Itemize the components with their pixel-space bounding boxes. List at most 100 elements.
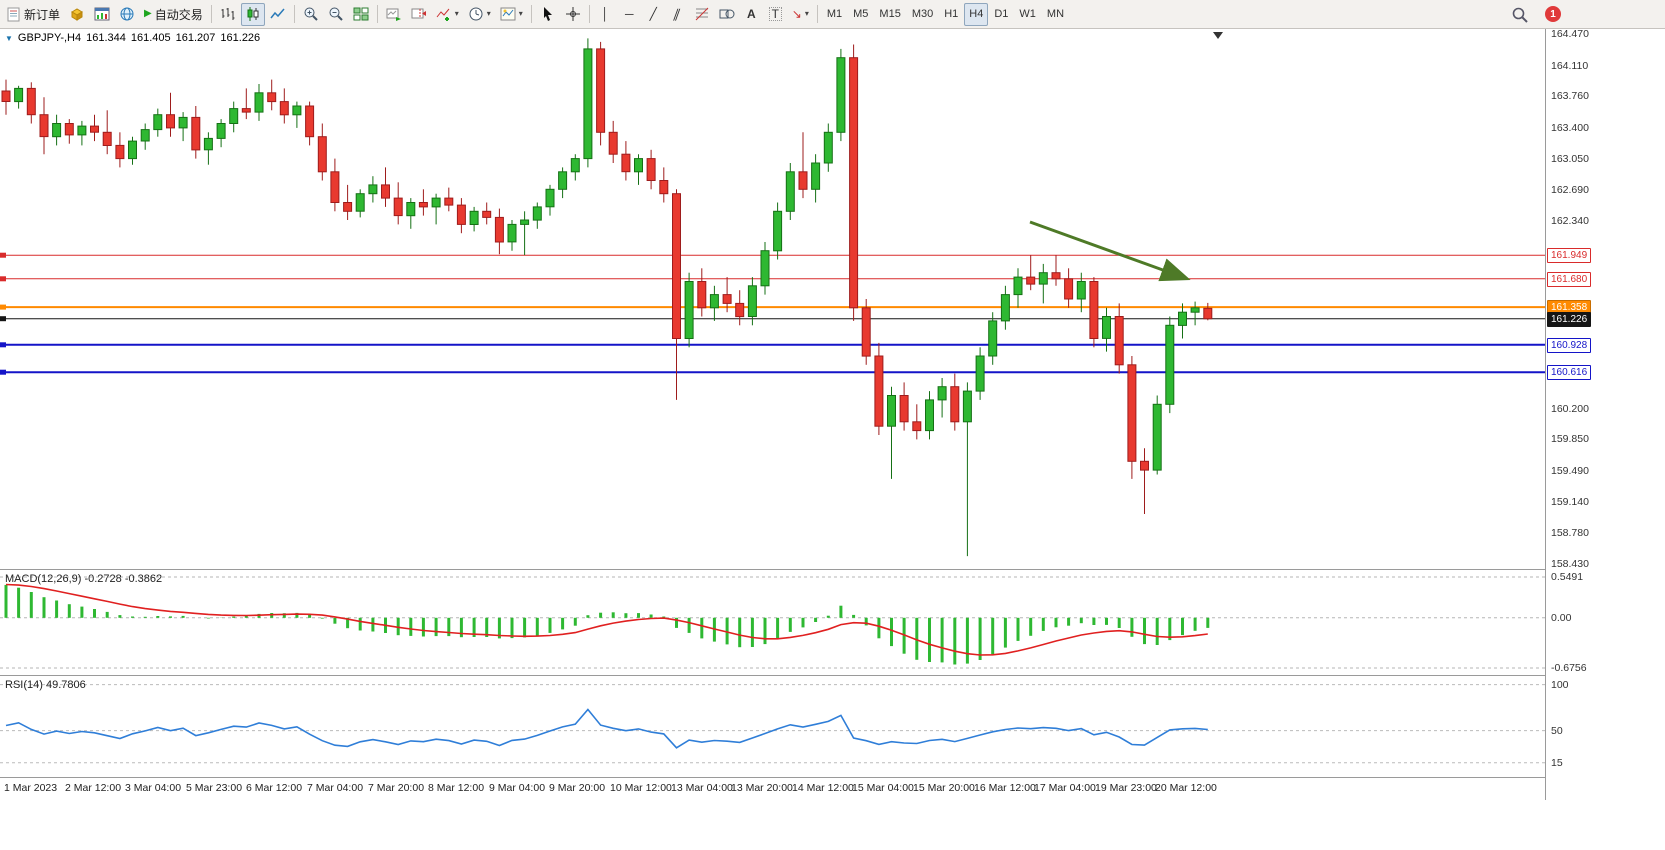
timeframe-button-m5[interactable]: M5: [848, 3, 873, 26]
price-axis[interactable]: 164.470 164.110 163.760 163.400 163.050 162.6…: [1545, 28, 1665, 800]
time-axis-label: 2 Mar 12:00: [65, 782, 122, 794]
time-axis-label: 20 Mar 12:00: [1155, 782, 1217, 794]
time-axis-label: 17 Mar 04:00: [1034, 782, 1096, 794]
fibonacci-icon: [695, 7, 709, 21]
toolbar-separator: [816, 5, 818, 23]
timeframe-button-h4[interactable]: H4: [964, 2, 989, 26]
macd-axis-label: 0.00: [1551, 612, 1572, 624]
rsi-indicator-label: RSI(14) 49.7806: [5, 679, 86, 691]
chart-shift-button[interactable]: [407, 3, 431, 26]
notification-badge[interactable]: 1: [1545, 6, 1561, 22]
candlestick-chart-button[interactable]: [240, 2, 265, 26]
horizontal-line-button[interactable]: ─: [618, 3, 641, 26]
label-icon: T: [768, 7, 782, 21]
price-line-tag: 161.226: [1547, 312, 1592, 327]
time-axis-label: 15 Mar 20:00: [913, 782, 975, 794]
line-chart-icon: [270, 8, 285, 19]
macd-canvas[interactable]: [0, 570, 1545, 675]
rsi-line: [5, 708, 1208, 749]
periods-button[interactable]: ▾: [464, 3, 495, 26]
price-axis-label: 163.050: [1551, 153, 1589, 165]
text-icon: A: [746, 7, 756, 21]
time-axis-label: 13 Mar 04:00: [671, 782, 733, 794]
cursor-button[interactable]: [536, 3, 560, 26]
indicators-button[interactable]: ▾: [432, 3, 463, 26]
price-axis-label: 159.850: [1551, 433, 1589, 445]
globe-icon: [120, 7, 134, 21]
timeframe-button-d1[interactable]: D1: [989, 3, 1013, 26]
fibonacci-button[interactable]: [690, 3, 714, 26]
shapes-button[interactable]: [715, 3, 739, 26]
clock-icon: [469, 7, 483, 21]
arrows-button[interactable]: ↘ ▾: [788, 3, 813, 26]
trendline-icon: ╱: [649, 7, 657, 21]
zoom-in-icon: [304, 7, 318, 21]
label-button[interactable]: T: [764, 3, 787, 26]
candlestick-chart-canvas[interactable]: [0, 29, 1545, 569]
price-axis-label: 162.690: [1551, 184, 1589, 196]
text-button[interactable]: A: [740, 3, 763, 26]
templates-button[interactable]: ▾: [496, 3, 527, 26]
timeframe-button-h1[interactable]: H1: [939, 3, 963, 26]
new-order-button[interactable]: 新订单: [2, 3, 64, 26]
macd-indicator-label: MACD(12,26,9) -0.2728 -0.3862: [5, 573, 163, 585]
chart-template-icon: [500, 7, 516, 21]
macd-axis-label: 0.5491: [1551, 571, 1584, 583]
channel-button[interactable]: ∥: [666, 3, 689, 26]
time-axis[interactable]: 1 Mar 2023 2 Mar 12:00 3 Mar 04:00 5 Mar 23…: [0, 778, 1545, 800]
zoom-out-button[interactable]: [324, 3, 348, 26]
candles: [1, 38, 1213, 557]
horizontal-lines[interactable]: [0, 252, 1545, 375]
toolbar-separator: [588, 5, 590, 23]
tile-windows-button[interactable]: [349, 3, 373, 26]
price-axis-label: 159.490: [1551, 465, 1589, 477]
rsi-canvas[interactable]: [0, 676, 1545, 777]
chevron-down-icon: ▾: [804, 9, 809, 18]
crosshair-button[interactable]: [561, 3, 585, 26]
price-line-tag: 161.949: [1547, 248, 1592, 263]
time-axis-label: 10 Mar 12:00: [610, 782, 672, 794]
bar-chart-icon: [221, 8, 235, 20]
chart-title: ▼ GBPJPY-,H4 161.344 161.405 161.207 161…: [5, 32, 260, 44]
timeframe-button-m15[interactable]: M15: [874, 3, 905, 26]
search-button[interactable]: [1511, 5, 1531, 25]
tile-windows-icon: [353, 7, 369, 21]
time-axis-label: 9 Mar 20:00: [549, 782, 606, 794]
toolbox-icon: [71, 8, 83, 21]
line-chart-button[interactable]: [266, 3, 290, 26]
price-axis-label: 159.140: [1551, 496, 1589, 508]
bar-chart-button[interactable]: [216, 3, 240, 26]
vertical-line-button[interactable]: │: [594, 3, 617, 26]
time-axis-label: 5 Mar 23:00: [186, 782, 243, 794]
price-axis-label: 160.200: [1551, 403, 1589, 415]
chevron-down-icon: ▾: [454, 9, 459, 18]
zoom-out-icon: [329, 7, 343, 21]
community-button[interactable]: [115, 3, 139, 26]
toolbox-button[interactable]: [65, 3, 89, 26]
end-of-data-marker: [1213, 32, 1223, 39]
trendline-button[interactable]: ╱: [642, 3, 665, 26]
macd-panel: [0, 570, 1545, 676]
open-chart-button[interactable]: [90, 3, 114, 26]
search-icon: [1512, 7, 1528, 23]
price-axis-label: 158.780: [1551, 527, 1589, 539]
zoom-in-button[interactable]: [299, 3, 323, 26]
toolbar-separator: [530, 5, 532, 23]
toolbar: 新订单 ▶ 自动交易: [0, 0, 1665, 29]
price-line-tag: 161.680: [1547, 272, 1592, 287]
timeframe-button-w1[interactable]: W1: [1014, 3, 1041, 26]
auto-scroll-button[interactable]: [382, 3, 406, 26]
time-axis-label: 3 Mar 04:00: [125, 782, 182, 794]
price-axis-label: 164.110: [1551, 60, 1589, 72]
auto-trading-button[interactable]: ▶ 自动交易: [140, 3, 207, 26]
new-order-icon: [7, 7, 20, 21]
time-axis-label: 15 Mar 04:00: [852, 782, 914, 794]
symbol-caret-icon[interactable]: ▼: [5, 33, 13, 43]
trend-arrow-annotation[interactable]: [1029, 220, 1191, 282]
macd-histogram: [4, 584, 1210, 665]
macd-axis-label: -0.6756: [1551, 662, 1587, 674]
timeframe-button-mn[interactable]: MN: [1042, 3, 1069, 26]
timeframe-button-m30[interactable]: M30: [907, 3, 938, 26]
timeframe-button-m1[interactable]: M1: [822, 3, 847, 26]
